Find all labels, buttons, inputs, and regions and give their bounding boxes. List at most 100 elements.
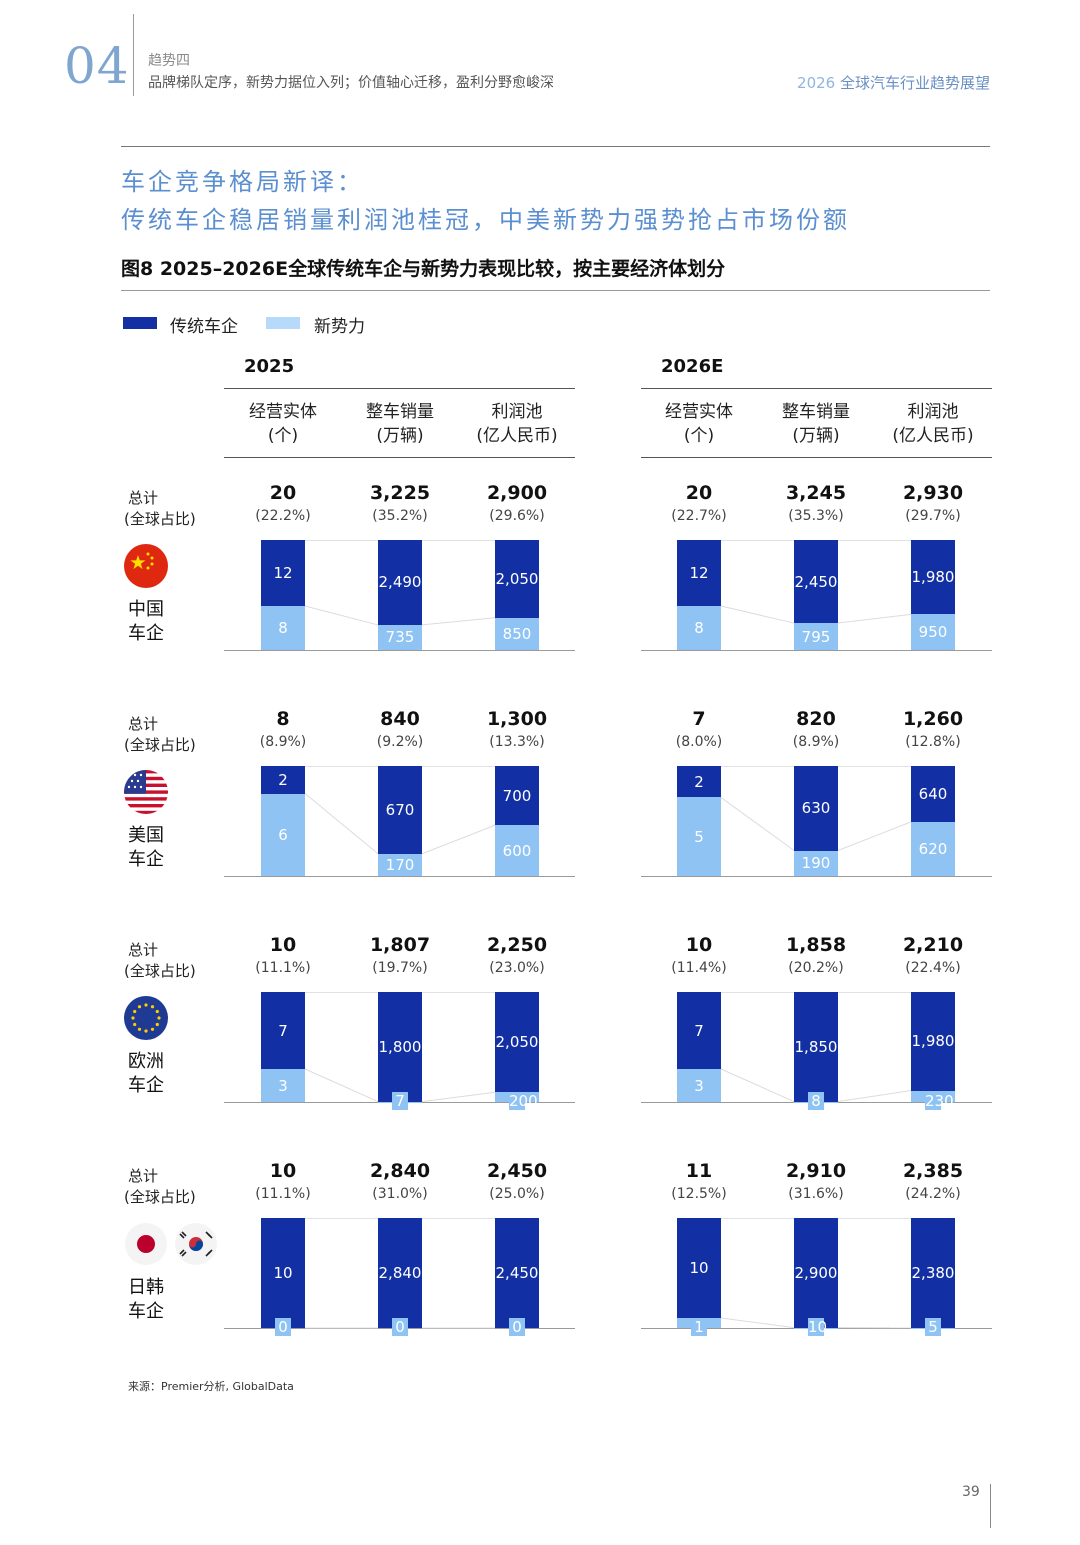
- column-header-rule: [224, 457, 575, 458]
- row-label-total: 总计: [128, 715, 159, 733]
- global-share: (31.0%): [372, 1186, 428, 1202]
- baseline: [641, 876, 992, 877]
- bar-value-new: 200: [509, 1092, 538, 1110]
- global-share: (13.3%): [489, 734, 545, 750]
- bar-segment-new: [378, 853, 422, 876]
- column-header: 整车销量 (万辆): [756, 400, 876, 448]
- stacked-bar: 2,450 795: [794, 540, 838, 650]
- bar-value-new: 600: [502, 841, 532, 860]
- row-label-total: 总计: [128, 941, 159, 959]
- global-share: (20.2%): [788, 960, 844, 976]
- split-connector: [421, 824, 496, 855]
- total-value: 20: [685, 482, 713, 504]
- bar-segment-traditional: [911, 992, 955, 1091]
- year-label: 2026E: [661, 356, 724, 377]
- total-value: 2,900: [486, 482, 548, 504]
- global-share: (8.9%): [792, 734, 840, 750]
- bar-segment-traditional: [495, 1218, 539, 1328]
- source-note: 来源：Premier分析, GlobalData: [128, 1380, 294, 1393]
- global-share: (19.7%): [372, 960, 428, 976]
- global-share: (23.0%): [489, 960, 545, 976]
- split-connector: [304, 605, 379, 626]
- row-label-total: 总计: [128, 1167, 159, 1185]
- bar-value-new: 0: [509, 1318, 525, 1336]
- column-header-name: 整车销量: [366, 402, 434, 422]
- stacked-bar: 2,490 735: [378, 540, 422, 650]
- year-rule: [224, 388, 575, 389]
- global-share: (11.4%): [671, 960, 727, 976]
- page-number: 39: [962, 1484, 980, 1500]
- bar-segment-new: [794, 623, 838, 650]
- column-header-rule: [641, 457, 992, 458]
- global-share: (8.0%): [675, 734, 723, 750]
- bar-value-traditional: 7: [278, 1021, 288, 1040]
- bar-value-traditional: 2,900: [794, 1263, 838, 1282]
- global-share: (35.2%): [372, 508, 428, 524]
- column-header-name: 经营实体: [665, 402, 733, 422]
- bar-value-new: 190: [801, 854, 831, 873]
- bar-segment-traditional: [677, 1218, 721, 1318]
- bar-value-traditional: 2,450: [495, 1264, 539, 1282]
- total-value: 1,858: [785, 934, 847, 956]
- stacked-bar: 700 600: [495, 766, 539, 876]
- global-share: (9.2%): [376, 734, 424, 750]
- region-name-line: 车企: [128, 1075, 164, 1096]
- bar-segment-traditional: [794, 766, 838, 851]
- bar-segment-traditional: [794, 540, 838, 624]
- baseline: [224, 650, 575, 651]
- stacked-bar: 2,380 5: [911, 1218, 955, 1336]
- total-value: 10: [685, 934, 713, 956]
- bar-segment-traditional: [794, 992, 838, 1102]
- total-value: 2,910: [785, 1160, 847, 1182]
- global-share: (25.0%): [489, 1186, 545, 1202]
- stacked-bar: 1,980 950: [911, 540, 955, 650]
- total-value: 3,245: [785, 482, 847, 504]
- bar-segment-traditional: [261, 540, 305, 606]
- total-value: 20: [269, 482, 297, 504]
- bar-segment-traditional: [378, 766, 422, 854]
- global-share: (31.6%): [788, 1186, 844, 1202]
- region-name-line: 车企: [128, 623, 164, 644]
- bar-segment-new: [495, 825, 539, 876]
- stacked-bar: 1,850 8: [794, 992, 838, 1110]
- column-header: 利润池 (亿人民币): [873, 400, 993, 448]
- bar-segment-new: [495, 617, 539, 650]
- stacked-bar: 2,840 0: [378, 1218, 422, 1336]
- row-label-total: 总计: [128, 489, 159, 507]
- split-connector: [304, 1068, 379, 1103]
- bar-value-traditional: 2,380: [911, 1263, 955, 1282]
- us-flag-icon: [124, 770, 168, 814]
- bar-segment-traditional: [495, 766, 539, 826]
- bar-segment-new: [261, 793, 305, 876]
- bar-value-traditional: 670: [385, 800, 415, 819]
- bar-value-traditional: 1,800: [378, 1037, 422, 1056]
- total-value: 2,210: [902, 934, 964, 956]
- region-name: 日韩 车企: [128, 1276, 164, 1324]
- bar-value-traditional: 630: [801, 799, 831, 818]
- baseline: [641, 650, 992, 651]
- total-value: 1,260: [902, 708, 964, 730]
- bar-value-traditional: 2: [278, 770, 288, 789]
- global-share: (8.9%): [259, 734, 307, 750]
- global-share: (11.1%): [255, 960, 311, 976]
- bar-value-new: 850: [502, 624, 532, 643]
- bar-value-new: 5: [694, 827, 704, 846]
- total-value: 7: [692, 708, 706, 730]
- global-share: (12.8%): [905, 734, 961, 750]
- stacked-bar: 2,900 10: [794, 1218, 838, 1336]
- bar-segment-traditional: [261, 766, 305, 794]
- split-connector: [421, 617, 496, 626]
- bar-segment-new: [794, 850, 838, 876]
- stacked-bar: 640 620: [911, 766, 955, 876]
- total-value: 3,225: [369, 482, 431, 504]
- bar-value-new: 3: [694, 1076, 704, 1095]
- bar-segment-traditional: [378, 992, 422, 1102]
- region-name: 欧洲 车企: [128, 1050, 164, 1098]
- bar-segment-traditional: [378, 1218, 422, 1328]
- split-connector: [720, 1068, 795, 1102]
- bar-value-new: 950: [918, 623, 948, 642]
